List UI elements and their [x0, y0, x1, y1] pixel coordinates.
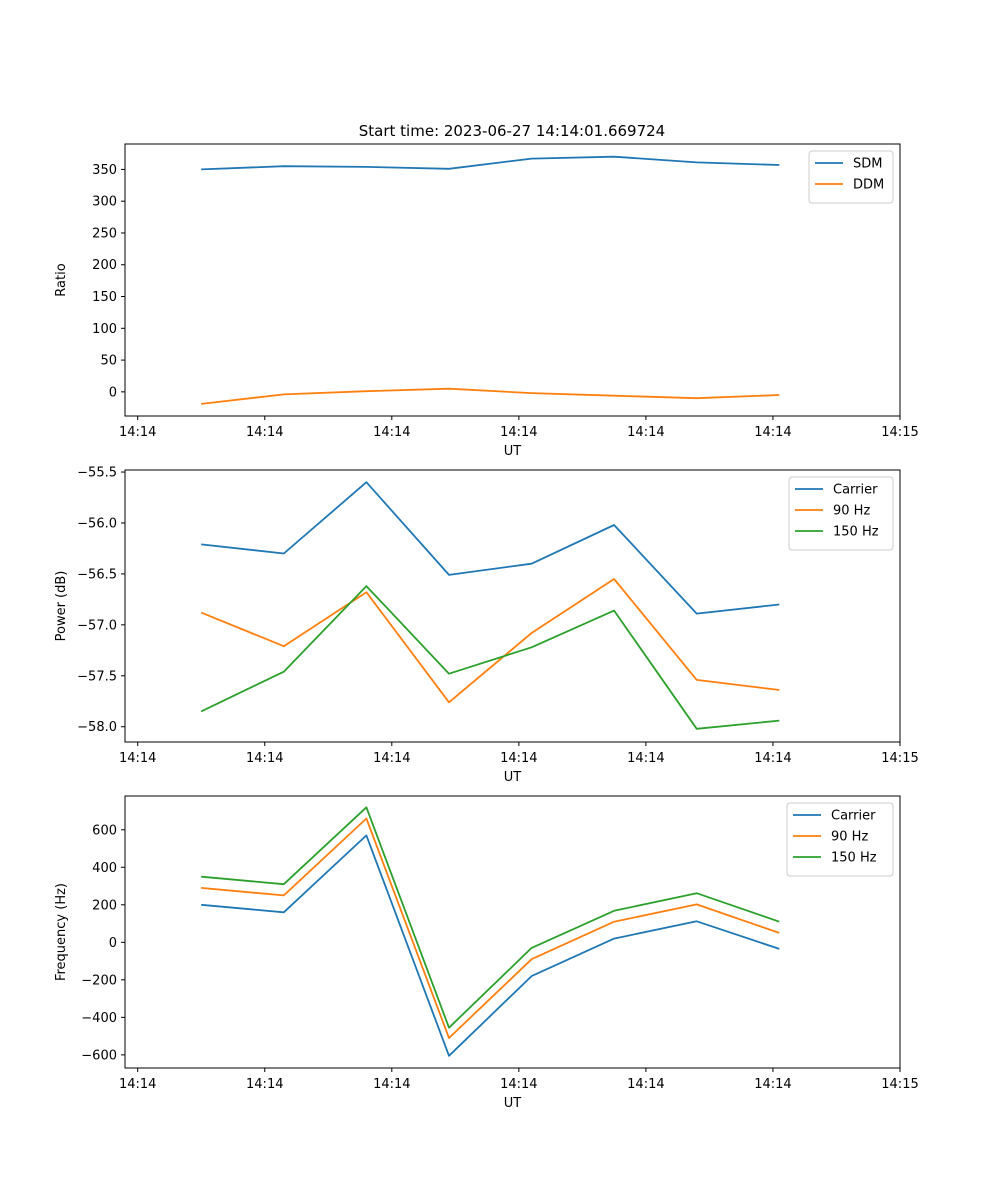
subplot-1-x-tick-label: 14:14: [500, 425, 537, 440]
subplot-2-y-tick-label: −57.0: [77, 618, 117, 633]
subplot-3-legend: Carrier 90 Hz 150 Hz: [786, 802, 894, 877]
subplot-3-y-tick-label: −600: [81, 1048, 117, 1063]
subplot-2-legend-label: 90 Hz: [833, 504, 870, 519]
subplot-3-x-tick-label: 14:14: [119, 1077, 156, 1092]
subplot-2-legend: Carrier 90 Hz 150 Hz: [788, 476, 894, 551]
subplot-3-series-2-line: [201, 817, 780, 1039]
subplot-3-y-tick-label: −400: [81, 1011, 117, 1026]
subplot-2-x-axis-label: UT: [504, 770, 522, 785]
subplot-3-x-axis-label: UT: [504, 1096, 522, 1111]
subplot-1-y-tick-label: 350: [92, 163, 117, 178]
subplot-2-series-3-line: [200, 585, 780, 730]
subplot-1-x-tick-label: 14:14: [246, 425, 283, 440]
subplot-3-legend-label: Carrier: [831, 809, 876, 824]
subplot-1-x-tick-label: 14:14: [627, 425, 664, 440]
subplot-1-x-axis-label: UT: [504, 444, 522, 459]
subplot-2-x-tick-label: 14:14: [754, 751, 791, 766]
figure-title: Start time: 2023-06-27 14:14:01.669724: [359, 122, 665, 140]
subplot-3-x-tick-label: 14:14: [500, 1077, 537, 1092]
subplot-2-frame: [124, 469, 901, 743]
subplot-2-x-tick-label: 14:14: [119, 751, 156, 766]
subplot-2: 14:14 14:14 14:14 14:14 14:14 14:14 14:15 −58.0…: [54, 466, 919, 785]
subplot-2-y-tick-label: −56.5: [77, 567, 117, 582]
subplot-3-y-axis-label: Frequency (Hz): [54, 883, 69, 981]
subplot-1-frame: [124, 143, 901, 417]
subplot-3-frame: [124, 795, 901, 1069]
subplot-1-legend-label: DDM: [853, 178, 884, 193]
subplot-2-y-axis-label: Power (dB): [54, 571, 69, 642]
subplot-1-y-tick-label: 250: [92, 226, 117, 241]
subplot-2-legend-label: Carrier: [833, 483, 878, 498]
subplot-2-x-tick-label: 14:14: [373, 751, 410, 766]
subplot-3-legend-label: 90 Hz: [831, 830, 868, 845]
subplot-1-x-tick-label: 14:15: [881, 425, 918, 440]
subplot-3-y-tick-label: 600: [92, 823, 117, 838]
subplot-3: 14:14 14:14 14:14 14:14 14:14 14:14 14:15 −600 −…: [54, 795, 919, 1111]
subplot-3-x-tick-label: 14:14: [627, 1077, 664, 1092]
subplot-1-y-tick-label: 50: [100, 354, 117, 369]
subplot-3-x-tick-label: 14:14: [754, 1077, 791, 1092]
subplot-1-legend: SDM DDM: [808, 150, 894, 204]
subplot-1-x-tick-label: 14:14: [119, 425, 156, 440]
subplot-1-series-1-line: [201, 155, 780, 171]
subplot-2-x-tick-label: 14:14: [246, 751, 283, 766]
subplot-3-legend-label: 150 Hz: [831, 851, 877, 866]
subplot-2-y-tick-label: −55.5: [77, 466, 117, 481]
subplot-2-x-tick-label: 14:15: [881, 751, 918, 766]
subplot-2-series-1-line: [201, 481, 780, 615]
subplot-1-legend-label: SDM: [853, 157, 882, 172]
subplot-1-x-tick-label: 14:14: [373, 425, 410, 440]
subplot-2-y-tick-label: −58.0: [77, 720, 117, 735]
subplot-3-y-tick-label: −200: [81, 973, 117, 988]
subplot-2-y-tick-label: −56.0: [77, 516, 117, 531]
subplot-2-legend-label: 150 Hz: [833, 525, 879, 540]
subplot-3-y-tick-label: 400: [92, 861, 117, 876]
subplot-1-legend-box: [808, 150, 894, 204]
subplot-1-series-2-line: [201, 387, 780, 405]
subplot-1-y-tick-label: 200: [92, 258, 117, 273]
subplot-2-x-tick-label: 14:14: [627, 751, 664, 766]
subplot-2-y-tick-label: −57.5: [77, 669, 117, 684]
subplot-1-y-axis-label: Ratio: [54, 263, 69, 296]
subplot-1-y-tick-label: 0: [109, 385, 117, 400]
subplot-3-x-tick-label: 14:14: [373, 1077, 410, 1092]
subplot-3-y-tick-label: 200: [92, 898, 117, 913]
subplot-1-y-tick-label: 150: [92, 290, 117, 305]
subplot-1: 14:14 14:14 14:14 14:14 14:14 14:14 14:15 0 50 10…: [54, 143, 919, 459]
subplot-1-y-tick-label: 300: [92, 195, 117, 210]
subplot-2-series-2-line: [200, 578, 780, 704]
subplot-1-y-tick-label: 100: [92, 322, 117, 337]
subplot-2-x-tick-label: 14:14: [500, 751, 537, 766]
subplot-3-y-tick-label: 0: [109, 936, 117, 951]
subplot-3-series-3-line: [201, 806, 780, 1029]
subplot-group: 14:14 14:14 14:14 14:14 14:14 14:14 14:15 0 50 10…: [54, 143, 919, 1111]
subplot-1-x-tick-label: 14:14: [754, 425, 791, 440]
subplot-3-x-tick-label: 14:15: [881, 1077, 918, 1092]
subplot-3-x-tick-label: 14:14: [246, 1077, 283, 1092]
subplot-3-series-1-line: [201, 834, 780, 1057]
